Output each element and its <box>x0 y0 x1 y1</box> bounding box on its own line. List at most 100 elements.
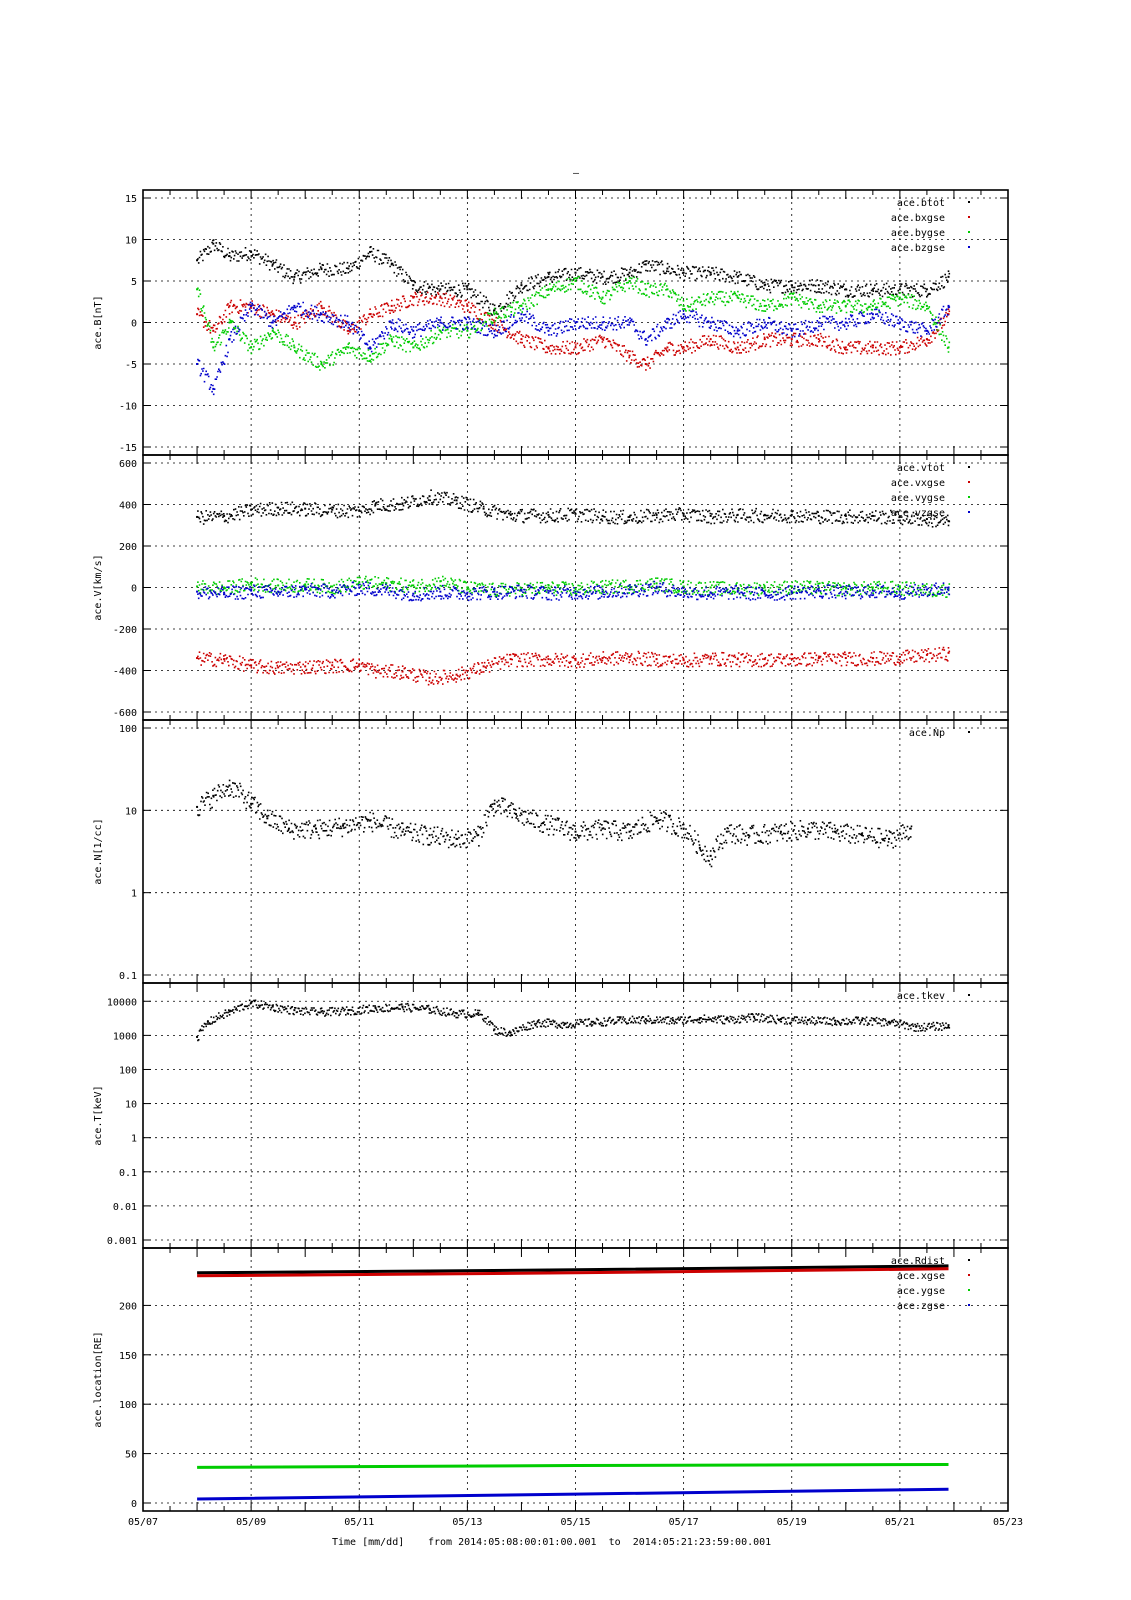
data-point <box>293 346 296 349</box>
data-point <box>428 495 431 498</box>
data-point <box>412 592 415 595</box>
data-point <box>342 824 345 827</box>
data-point <box>844 590 847 593</box>
data-point <box>196 657 199 660</box>
data-point <box>682 590 685 593</box>
data-point <box>844 657 847 660</box>
data-point <box>331 585 334 588</box>
data-point <box>601 585 604 588</box>
data-point <box>655 817 658 820</box>
y-tick-label: 1 <box>131 889 137 900</box>
data-point <box>898 346 901 349</box>
data-point <box>574 512 577 515</box>
data-point <box>493 309 496 312</box>
data-point <box>547 288 550 291</box>
data-point <box>601 657 604 660</box>
data-point <box>369 819 372 822</box>
y-axis-label: ace.location[RE] <box>93 1331 104 1427</box>
data-point <box>628 280 631 282</box>
data-point <box>293 275 296 278</box>
data-point <box>790 658 793 661</box>
series-ace-ygse <box>197 1463 949 1469</box>
legend-label: ace.Np <box>909 728 945 739</box>
data-point <box>644 263 647 266</box>
data-point <box>666 346 669 349</box>
data-point <box>287 827 290 830</box>
legend-label: ace.bxgse <box>891 213 945 224</box>
data-point <box>655 513 658 516</box>
data-point <box>763 586 766 589</box>
y-tick-label: 10 <box>125 806 137 817</box>
data-point <box>763 658 766 661</box>
legend-marker <box>968 246 970 248</box>
x-tick-label: 05/19 <box>777 1517 807 1528</box>
data-point <box>455 837 458 840</box>
data-point <box>763 592 766 595</box>
data-point <box>331 508 334 511</box>
y-tick-label: -200 <box>113 625 137 636</box>
series-samples <box>197 239 951 316</box>
data-point <box>228 1010 231 1013</box>
data-point <box>228 304 231 307</box>
series-ace-vtot <box>196 489 951 528</box>
data-point <box>574 659 577 662</box>
data-point <box>428 1007 431 1010</box>
data-point <box>455 673 458 676</box>
data-point <box>401 670 404 673</box>
data-point <box>428 676 431 679</box>
y-tick-label: -600 <box>113 708 137 719</box>
data-point <box>709 338 712 341</box>
legend-marker <box>968 1274 970 1276</box>
data-point <box>466 329 469 332</box>
data-point <box>947 304 950 307</box>
data-point <box>682 512 685 515</box>
data-point <box>250 346 253 349</box>
data-point <box>547 513 550 516</box>
panel-b: -15 -10 -5 0 5 10 15 ace.B[nT] ace.btot ace.bxgse… <box>93 189 1009 456</box>
data-point <box>628 321 631 324</box>
x-tick-label: 05/21 <box>885 1517 915 1528</box>
data-point <box>628 830 631 833</box>
legend-marker <box>968 231 970 233</box>
data-point <box>228 321 231 324</box>
data-point <box>817 321 820 324</box>
data-point <box>196 805 199 808</box>
data-point <box>834 1019 836 1022</box>
data-point <box>358 581 361 584</box>
data-point <box>439 590 442 593</box>
legend-marker <box>968 216 970 218</box>
data-point <box>390 304 393 307</box>
data-point <box>439 329 442 332</box>
data-point <box>304 583 307 586</box>
y-tick-label: 200 <box>119 542 137 553</box>
data-point <box>315 827 317 830</box>
data-point <box>547 275 550 278</box>
data-point <box>709 321 712 324</box>
top-mark: – <box>573 168 580 179</box>
data-point <box>206 1020 209 1023</box>
data-point <box>390 321 393 324</box>
series-ace-vygse <box>196 575 951 598</box>
data-point <box>601 321 604 324</box>
data-point <box>790 585 793 588</box>
data-point <box>655 586 658 589</box>
data-point <box>304 588 307 591</box>
data-point <box>439 296 442 299</box>
data-point <box>736 296 739 299</box>
data-point <box>947 588 950 591</box>
data-point <box>412 584 415 587</box>
y-tick-label: 0.1 <box>119 971 137 982</box>
data-point <box>293 321 296 324</box>
data-point <box>266 817 269 820</box>
legend-marker <box>968 511 970 513</box>
data-point <box>698 846 701 849</box>
data-point <box>574 590 577 593</box>
y-tick-label: 5 <box>131 277 137 288</box>
data-point <box>644 288 647 291</box>
data-point <box>493 1028 496 1031</box>
data-point <box>628 354 631 357</box>
data-point <box>925 653 928 656</box>
data-point <box>817 657 820 660</box>
series-samples <box>197 489 951 528</box>
